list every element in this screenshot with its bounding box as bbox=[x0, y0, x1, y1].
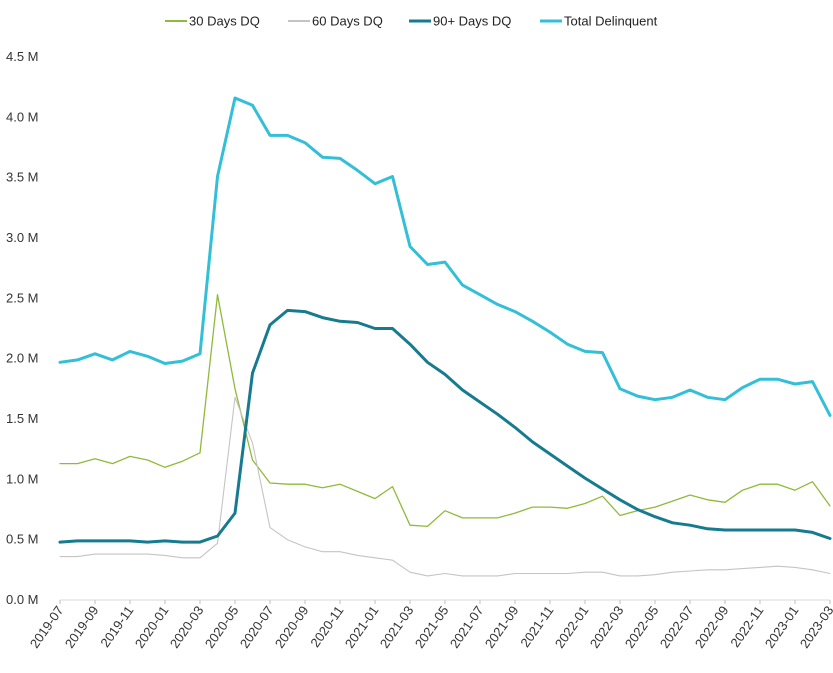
x-axis: 2019-072019-092019-112020-012020-032020-… bbox=[27, 599, 833, 651]
x-tick-label: 2021-11 bbox=[517, 603, 556, 650]
y-tick-label: 0.5 M bbox=[6, 532, 39, 547]
series-line-90-days-dq bbox=[58, 308, 832, 544]
x-tick-label: 2022-11 bbox=[727, 603, 766, 650]
x-tick-label: 2020-01 bbox=[132, 603, 172, 651]
x-tick-label: 2022-01 bbox=[552, 603, 592, 651]
x-tick-label: 2023-01 bbox=[762, 603, 802, 651]
y-tick-label: 1.0 M bbox=[6, 471, 39, 486]
y-axis: 0.0 M 0.5 M 1.0 M 1.5 M 2.0 M 2.5 M 3.0 M 3.5 M… bbox=[6, 49, 39, 607]
y-tick-label: 3.0 M bbox=[6, 230, 39, 245]
y-tick-label: 2.0 M bbox=[6, 351, 39, 366]
x-tick-label: 2019-11 bbox=[97, 603, 136, 650]
legend-label: 90+ Days DQ bbox=[433, 14, 511, 29]
y-tick-label: 0.0 M bbox=[6, 592, 39, 607]
y-tick-label: 4.5 M bbox=[6, 49, 39, 64]
series-line-30-days-dq bbox=[59, 294, 831, 528]
x-tick-label: 2021-09 bbox=[482, 603, 522, 651]
x-tick-label: 2020-07 bbox=[237, 603, 277, 651]
y-tick-label: 1.5 M bbox=[6, 411, 39, 426]
y-tick-label: 4.0 M bbox=[6, 109, 39, 124]
x-tick-label: 2022-03 bbox=[587, 603, 627, 651]
x-tick-label: 2023-03 bbox=[797, 603, 833, 651]
series-line-60-days-dq bbox=[59, 396, 831, 577]
series-line-total-delinquent bbox=[58, 96, 832, 417]
legend: 30 Days DQ 60 Days DQ 90+ Days DQ Total Del… bbox=[165, 14, 658, 29]
x-tick-label: 2022-05 bbox=[622, 603, 662, 651]
legend-label: 60 Days DQ bbox=[312, 14, 383, 29]
x-tick-label: 2021-01 bbox=[342, 603, 382, 651]
x-tick-label: 2022-07 bbox=[657, 603, 697, 651]
x-tick-label: 2022-09 bbox=[692, 603, 732, 651]
y-tick-label: 2.5 M bbox=[6, 290, 39, 305]
x-tick-label: 2019-09 bbox=[62, 603, 102, 651]
legend-label: 30 Days DQ bbox=[189, 14, 260, 29]
x-tick-label: 2021-07 bbox=[447, 603, 487, 651]
x-tick-label: 2020-09 bbox=[272, 603, 312, 651]
x-tick-label: 2020-03 bbox=[167, 603, 207, 651]
x-tick-label: 2020-05 bbox=[202, 603, 242, 651]
plot-area bbox=[58, 96, 832, 577]
legend-label: Total Delinquent bbox=[564, 14, 658, 29]
x-tick-label: 2021-05 bbox=[412, 603, 452, 651]
x-tick-label: 2019-07 bbox=[27, 603, 67, 651]
x-tick-label: 2020-11 bbox=[307, 603, 346, 650]
y-tick-label: 3.5 M bbox=[6, 170, 39, 185]
x-tick-label: 2021-03 bbox=[377, 603, 417, 651]
